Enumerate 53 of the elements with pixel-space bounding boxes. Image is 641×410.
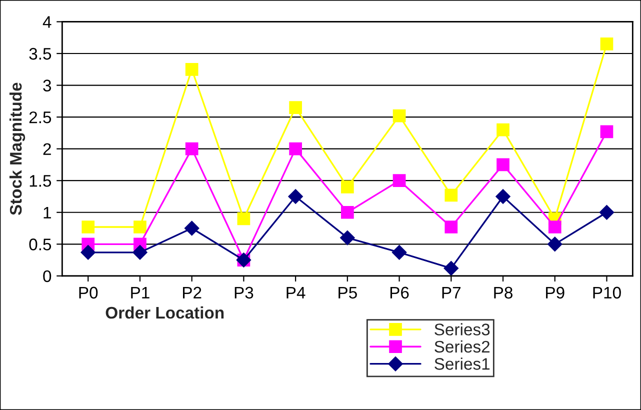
point [289,101,302,114]
y-axis-title: Stock Magnitude [9,82,26,216]
point [185,62,198,76]
x-tick-label: P2 [183,286,202,298]
y-tick-label: 0 [43,270,52,282]
point [600,38,614,50]
point [134,220,146,234]
x-tick-label: P7 [442,286,461,298]
point [392,245,407,260]
x-tick-label: P0 [79,286,98,299]
point [600,125,614,138]
legend-label: Series2 [434,340,490,353]
x-tick-label: P8 [494,286,512,299]
point [392,109,406,122]
y-tick-label: 0.5 [29,238,52,250]
x-tick-label: P10 [593,286,621,299]
x-tick-label: P6 [390,286,409,299]
y-tick-label: 3 [43,80,52,92]
point [444,220,458,234]
y-tick-label: 2 [43,143,51,155]
x-tick-label: P4 [286,286,306,298]
x-tick-label: P1 [131,286,150,298]
point [392,174,406,188]
point [496,158,510,172]
point [341,180,354,194]
point [185,142,198,156]
x-tick-label: P5 [338,286,357,299]
y-tick-label: 1 [44,206,51,218]
point [340,230,355,246]
point [289,142,302,156]
y-tick-label: 3.5 [29,48,52,60]
point [548,220,562,234]
point [288,189,303,204]
point [599,204,614,220]
legend-label: Series1 [434,358,490,370]
point [444,260,459,276]
legend-label: Series3 [434,323,490,336]
point [82,220,95,234]
y-tick-label: 2.5 [29,111,52,124]
point [547,236,562,252]
point [132,245,148,260]
x-axis-title: Order Location [106,306,224,319]
point [341,206,354,219]
point [496,189,510,204]
point [444,188,458,202]
point [184,220,200,236]
point [237,212,250,226]
y-tick-label: 4 [42,16,52,28]
x-tick-label: P9 [546,286,564,299]
point [496,123,510,136]
x-tick-label: P3 [234,286,254,299]
y-tick-label: 1.5 [30,175,52,187]
point [80,245,96,260]
